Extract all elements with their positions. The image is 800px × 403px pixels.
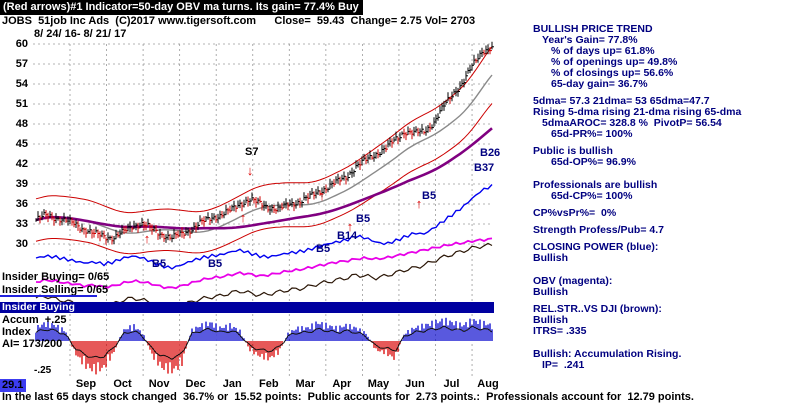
svg-text:↓: ↓ bbox=[247, 163, 254, 178]
svg-text:↑: ↑ bbox=[240, 210, 247, 225]
svg-text:↑: ↑ bbox=[347, 219, 354, 234]
analysis-line: 65d-PR%= 100% bbox=[551, 128, 633, 140]
accum-scale-label: Accum +.25 bbox=[2, 314, 67, 326]
price-axis-labels: 60 57 54 51 48 45 42 39 36 33 30 bbox=[0, 0, 30, 403]
month-axis: Sep Oct Nov Dec Jan Feb Mar Apr May Jun Jul Aug bbox=[76, 378, 499, 390]
price-tick-label: 39 bbox=[15, 178, 28, 190]
analysis-line: Professionals are bullish bbox=[533, 179, 658, 191]
analysis-line: REL.STR..VS DJI (brown): bbox=[533, 303, 662, 315]
svg-text:B37: B37 bbox=[474, 162, 494, 174]
analysis-line: % of closings up= 56.6% bbox=[551, 67, 674, 79]
svg-text:↑: ↑ bbox=[416, 196, 423, 211]
analysis-line: 5dmaAROC= 328.8 % PivotP= 56.54 bbox=[542, 117, 722, 129]
ai-ratio-label: AI= 173/200 bbox=[2, 338, 63, 350]
price-layer bbox=[35, 41, 494, 255]
svg-text:Oct: Oct bbox=[113, 378, 132, 390]
insider-buying-band: Insider Buying bbox=[0, 301, 494, 313]
analysis-line: 65d-OP%= 96.9% bbox=[551, 156, 636, 168]
analysis-line: CLOSING POWER (blue): bbox=[533, 241, 659, 253]
svg-text:Jan: Jan bbox=[223, 378, 242, 390]
svg-text:May: May bbox=[368, 378, 390, 390]
insider-selling-underline bbox=[0, 295, 97, 297]
analysis-line: % of openings up= 49.8% bbox=[551, 56, 678, 68]
period-low-badge: 29.1 bbox=[0, 379, 27, 392]
analysis-line: BULLISH PRICE TREND bbox=[533, 23, 653, 35]
accumulation-histogram bbox=[35, 317, 493, 375]
svg-text:S7: S7 bbox=[245, 146, 258, 158]
svg-text:Sep: Sep bbox=[76, 378, 96, 390]
analysis-line: Bullish bbox=[533, 252, 569, 264]
analysis-line: 65-day gain= 36.7% bbox=[551, 78, 648, 90]
price-tick-label: 54 bbox=[15, 78, 28, 90]
analysis-text-panel: BULLISH PRICE TREND Year's Gain= 77.8%% o… bbox=[533, 24, 799, 371]
analysis-line: Public is bullish bbox=[533, 145, 613, 157]
analysis-line: Bullish: Accumulation Rising. bbox=[533, 348, 682, 360]
price-tick-label: 42 bbox=[15, 158, 28, 170]
analysis-line: CP%vsPr%= 0% bbox=[533, 207, 617, 219]
svg-text:B5: B5 bbox=[152, 258, 166, 270]
analysis-line: Bullish bbox=[533, 286, 569, 298]
analysis-line: IP= .241 bbox=[542, 359, 585, 371]
signal-title-bar: (Red arrows)#1 Indicator=50-day OBV ma t… bbox=[0, 0, 363, 15]
svg-text:Dec: Dec bbox=[186, 378, 206, 390]
quote-header: JOBS 51job Inc Ads (C)2017 www.tigersoft… bbox=[2, 15, 476, 27]
svg-text:B5: B5 bbox=[208, 258, 222, 270]
price-tick-label: 60 bbox=[15, 38, 28, 50]
svg-text:Feb: Feb bbox=[259, 378, 279, 390]
svg-text:↑: ↑ bbox=[144, 231, 151, 246]
svg-text:Aug: Aug bbox=[477, 378, 498, 390]
svg-text:Jun: Jun bbox=[405, 378, 425, 390]
accum-index-label: Index bbox=[2, 326, 31, 338]
summary-status-line: In the last 65 days stock changed 36.7% … bbox=[2, 391, 694, 403]
price-tick-label: 57 bbox=[15, 58, 28, 70]
svg-text:Nov: Nov bbox=[149, 378, 171, 390]
insider-selling-count: Insider Selling= 0/65 bbox=[2, 284, 109, 296]
analysis-line: ITRS= .335 bbox=[533, 325, 587, 337]
price-tick-label: 30 bbox=[15, 238, 28, 250]
insider-buying-count: Insider Buying= 0/65 bbox=[2, 271, 110, 283]
svg-text:B5: B5 bbox=[316, 243, 330, 255]
analysis-line: Rising 5-dma rising 21-dma rising 65-dma bbox=[533, 106, 742, 118]
svg-text:Jul: Jul bbox=[444, 378, 460, 390]
accum-neg-scale-label: -.25 bbox=[34, 365, 52, 376]
analysis-line: Bullish bbox=[533, 314, 569, 326]
svg-text:Mar: Mar bbox=[296, 378, 316, 390]
price-tick-label: 36 bbox=[15, 198, 28, 210]
price-tick-label: 33 bbox=[15, 218, 28, 230]
price-tick-label: 45 bbox=[15, 138, 28, 150]
annotation-layer: ↑ ↑ ↓ ↑ ↑ ↑ S7 B5 B5 B5 B14 B5 B5 B37 B26 bbox=[144, 146, 500, 270]
svg-text:B26: B26 bbox=[480, 147, 500, 159]
svg-text:B5: B5 bbox=[356, 213, 370, 225]
analysis-line: OBV (magenta): bbox=[533, 275, 613, 287]
svg-text:B5: B5 bbox=[422, 190, 436, 202]
svg-text:↑: ↑ bbox=[319, 188, 326, 203]
analysis-line: 65d-CP%= 100% bbox=[551, 190, 633, 202]
analysis-line: Strength Profess/Pub= 4.7 bbox=[533, 224, 664, 236]
analysis-line: Year's Gain= 77.8% bbox=[542, 34, 638, 46]
insider-band-label: Insider Buying bbox=[2, 301, 75, 313]
svg-text:Apr: Apr bbox=[332, 378, 352, 390]
analysis-line: % of days up= 61.8% bbox=[551, 45, 655, 57]
analysis-line: 5dma= 57.3 21dma= 53 65dma=47.7 bbox=[533, 95, 710, 107]
svg-text:B14: B14 bbox=[337, 230, 358, 242]
date-range-label: 8/ 24/ 16- 8/ 21/ 17 bbox=[34, 28, 127, 40]
price-tick-label: 51 bbox=[15, 98, 28, 110]
price-tick-label: 48 bbox=[15, 118, 28, 130]
